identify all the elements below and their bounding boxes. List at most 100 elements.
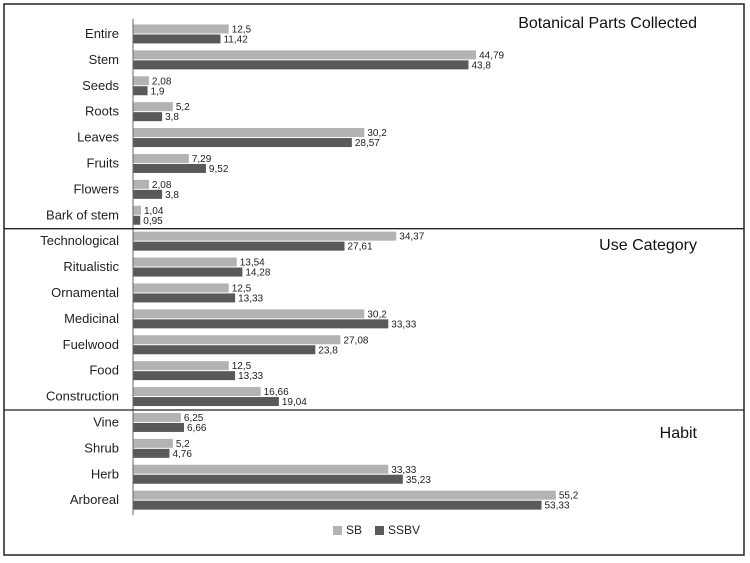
legend-swatch-ssbv bbox=[375, 526, 384, 535]
category-label: Fuelwood bbox=[63, 337, 119, 352]
value-label-sb: 30,2 bbox=[367, 128, 387, 139]
bar-sb bbox=[133, 490, 556, 500]
bar-ssbv bbox=[133, 319, 389, 329]
value-label-ssbv: 4,76 bbox=[172, 449, 192, 460]
category-label: Fruits bbox=[87, 155, 120, 170]
value-label-sb: 7,29 bbox=[192, 154, 212, 165]
bar-ssbv bbox=[133, 138, 352, 148]
value-label-ssbv: 43,8 bbox=[472, 60, 492, 71]
bar-ssbv bbox=[133, 397, 279, 407]
bar-ssbv bbox=[133, 500, 542, 510]
value-label-sb: 12,5 bbox=[232, 361, 252, 372]
value-label-sb: 1,04 bbox=[144, 206, 164, 217]
value-label-sb: 2,08 bbox=[152, 180, 172, 191]
bar-sb bbox=[133, 361, 229, 371]
bar-sb bbox=[133, 464, 389, 474]
bar-sb bbox=[133, 179, 149, 189]
value-label-ssbv: 53,33 bbox=[545, 501, 570, 512]
value-label-ssbv: 14,28 bbox=[245, 268, 270, 279]
bar-ssbv bbox=[133, 474, 403, 484]
value-label-ssbv: 33,33 bbox=[391, 319, 416, 330]
bar-sb bbox=[133, 412, 181, 422]
value-label-ssbv: 3,8 bbox=[165, 112, 179, 123]
category-label: Technological bbox=[40, 233, 119, 248]
value-label-ssbv: 35,23 bbox=[406, 475, 431, 486]
value-label-sb: 12,5 bbox=[232, 24, 252, 35]
value-label-sb: 44,79 bbox=[479, 50, 504, 61]
category-label: Herb bbox=[91, 466, 119, 481]
bar-ssbv bbox=[133, 189, 163, 199]
bar-sb bbox=[133, 24, 229, 34]
value-label-sb: 13,54 bbox=[240, 258, 265, 269]
bar-ssbv bbox=[133, 448, 170, 458]
value-label-sb: 30,2 bbox=[367, 309, 387, 320]
category-label: Entire bbox=[85, 26, 119, 41]
bar-sb bbox=[133, 438, 173, 448]
value-label-sb: 55,2 bbox=[559, 491, 579, 502]
value-label-ssbv: 19,04 bbox=[282, 397, 307, 408]
category-label: Stem bbox=[89, 52, 119, 67]
bar-sb bbox=[133, 309, 365, 319]
legend-swatch-sb bbox=[333, 526, 342, 535]
value-label-ssbv: 13,33 bbox=[238, 371, 263, 382]
bar-sb bbox=[133, 283, 229, 293]
category-label: Arboreal bbox=[70, 492, 119, 507]
section-title: Habit bbox=[660, 425, 698, 442]
bar-ssbv bbox=[133, 215, 141, 225]
value-label-sb: 5,2 bbox=[176, 439, 190, 450]
bar-ssbv bbox=[133, 112, 163, 122]
bar-sb bbox=[133, 205, 141, 215]
value-label-ssbv: 0,95 bbox=[143, 216, 163, 227]
value-label-sb: 33,33 bbox=[391, 465, 416, 476]
bar-sb bbox=[133, 387, 261, 397]
category-label: Shrub bbox=[84, 440, 119, 455]
bar-ssbv bbox=[133, 163, 206, 173]
bar-ssbv bbox=[133, 422, 185, 432]
value-label-sb: 16,66 bbox=[264, 387, 289, 398]
value-label-ssbv: 28,57 bbox=[355, 138, 380, 149]
category-label: Bark of stem bbox=[46, 207, 119, 222]
category-label: Construction bbox=[46, 389, 119, 404]
value-label-ssbv: 9,52 bbox=[209, 164, 229, 175]
category-label: Flowers bbox=[73, 181, 119, 196]
bar-sb bbox=[133, 76, 149, 86]
bar-ssbv bbox=[133, 86, 148, 96]
value-label-sb: 6,25 bbox=[184, 413, 204, 424]
value-label-ssbv: 6,66 bbox=[187, 423, 207, 434]
value-label-sb: 34,37 bbox=[399, 232, 424, 243]
category-label: Food bbox=[89, 363, 119, 378]
legend: SB SSBV bbox=[333, 523, 420, 537]
value-label-sb: 27,08 bbox=[343, 335, 368, 346]
value-label-sb: 2,08 bbox=[152, 76, 172, 87]
value-label-ssbv: 11,42 bbox=[223, 34, 248, 45]
category-label: Seeds bbox=[82, 78, 119, 93]
value-label-sb: 5,2 bbox=[176, 102, 190, 113]
bar-sb bbox=[133, 50, 477, 60]
bar-ssbv bbox=[133, 60, 469, 70]
value-label-ssbv: 1,9 bbox=[151, 86, 165, 97]
bar-ssbv bbox=[133, 345, 316, 355]
legend-label-ssbv: SSBV bbox=[388, 523, 420, 537]
category-label: Vine bbox=[93, 414, 119, 429]
bar-sb bbox=[133, 102, 173, 112]
value-label-ssbv: 13,33 bbox=[238, 293, 263, 304]
category-label: Ornamental bbox=[51, 285, 119, 300]
bar-sb bbox=[133, 153, 189, 163]
category-label: Medicinal bbox=[64, 311, 119, 326]
section-title: Use Category bbox=[599, 237, 697, 254]
bar-ssbv bbox=[133, 241, 345, 251]
bar-ssbv bbox=[133, 34, 221, 44]
bar-ssbv bbox=[133, 293, 236, 303]
bar-ssbv bbox=[133, 267, 243, 277]
value-label-ssbv: 3,8 bbox=[165, 190, 179, 201]
bar-sb bbox=[133, 257, 237, 267]
category-label: Leaves bbox=[77, 130, 119, 145]
legend-label-sb: SB bbox=[346, 523, 362, 537]
value-label-ssbv: 23,8 bbox=[318, 345, 338, 356]
chart-frame bbox=[3, 3, 745, 556]
bar-sb bbox=[133, 231, 397, 241]
value-label-ssbv: 27,61 bbox=[347, 242, 372, 253]
value-label-sb: 12,5 bbox=[232, 283, 252, 294]
